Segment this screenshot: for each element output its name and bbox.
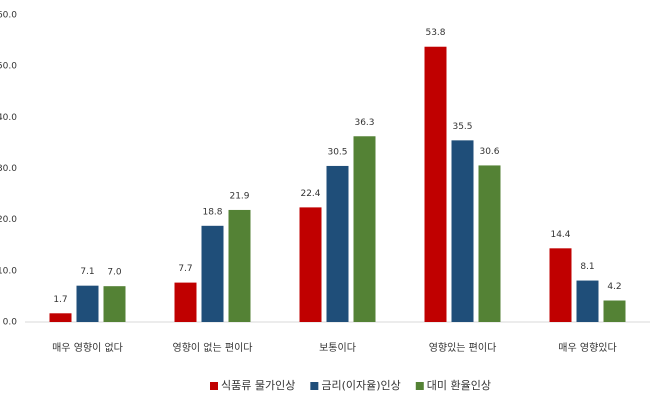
value-label: 30.5 bbox=[327, 147, 347, 157]
y-tick-label: 30.0 bbox=[0, 164, 17, 174]
value-label: 18.8 bbox=[202, 207, 222, 217]
value-label: 35.5 bbox=[452, 122, 472, 132]
bar bbox=[603, 300, 626, 322]
value-label: 21.9 bbox=[229, 191, 249, 201]
value-label: 30.6 bbox=[479, 147, 499, 157]
value-label: 14.4 bbox=[550, 230, 570, 240]
legend-label: 식품류 물가인상 bbox=[221, 379, 295, 392]
x-tick-label: 보통이다 bbox=[319, 342, 356, 354]
value-label: 53.8 bbox=[425, 28, 445, 38]
y-tick-label: 50.0 bbox=[0, 62, 17, 72]
legend-swatch bbox=[415, 382, 424, 390]
y-tick-label: 0.0 bbox=[3, 318, 18, 328]
y-tick-label: 60.0 bbox=[0, 11, 17, 21]
legend-label: 금리(이자율)인상 bbox=[321, 379, 400, 392]
value-label: 7.0 bbox=[107, 268, 122, 278]
bar bbox=[353, 136, 376, 322]
value-label: 4.2 bbox=[607, 282, 621, 292]
value-label: 7.7 bbox=[178, 264, 192, 274]
x-tick-label: 매우 영향있다 bbox=[558, 342, 616, 354]
y-tick-label: 40.0 bbox=[0, 113, 17, 123]
legend-swatch bbox=[210, 382, 218, 390]
y-tick-label: 20.0 bbox=[0, 215, 17, 225]
x-tick-label: 영향있는 편이다 bbox=[429, 342, 497, 354]
value-label: 1.7 bbox=[53, 295, 67, 305]
bar bbox=[478, 165, 501, 322]
bar bbox=[174, 282, 197, 322]
bar bbox=[201, 225, 224, 322]
bar bbox=[228, 209, 251, 322]
bar bbox=[299, 207, 322, 322]
bar bbox=[49, 313, 72, 322]
bar bbox=[451, 140, 474, 322]
value-label: 22.4 bbox=[300, 189, 320, 199]
y-tick-label: 10.0 bbox=[0, 266, 17, 276]
bar bbox=[576, 280, 599, 322]
bar bbox=[326, 165, 349, 322]
value-label: 7.1 bbox=[80, 267, 94, 277]
x-tick-label: 영향이 없는 편이다 bbox=[173, 341, 253, 354]
bar bbox=[103, 286, 126, 322]
x-tick-label: 매우 영향이 없다 bbox=[52, 341, 123, 354]
bar bbox=[76, 285, 99, 322]
bar bbox=[549, 248, 572, 322]
bar bbox=[424, 46, 447, 323]
legend-swatch bbox=[310, 382, 319, 390]
value-label: 8.1 bbox=[580, 262, 594, 272]
value-label: 36.3 bbox=[354, 118, 374, 128]
legend-label: 대미 환율인상 bbox=[427, 379, 491, 392]
